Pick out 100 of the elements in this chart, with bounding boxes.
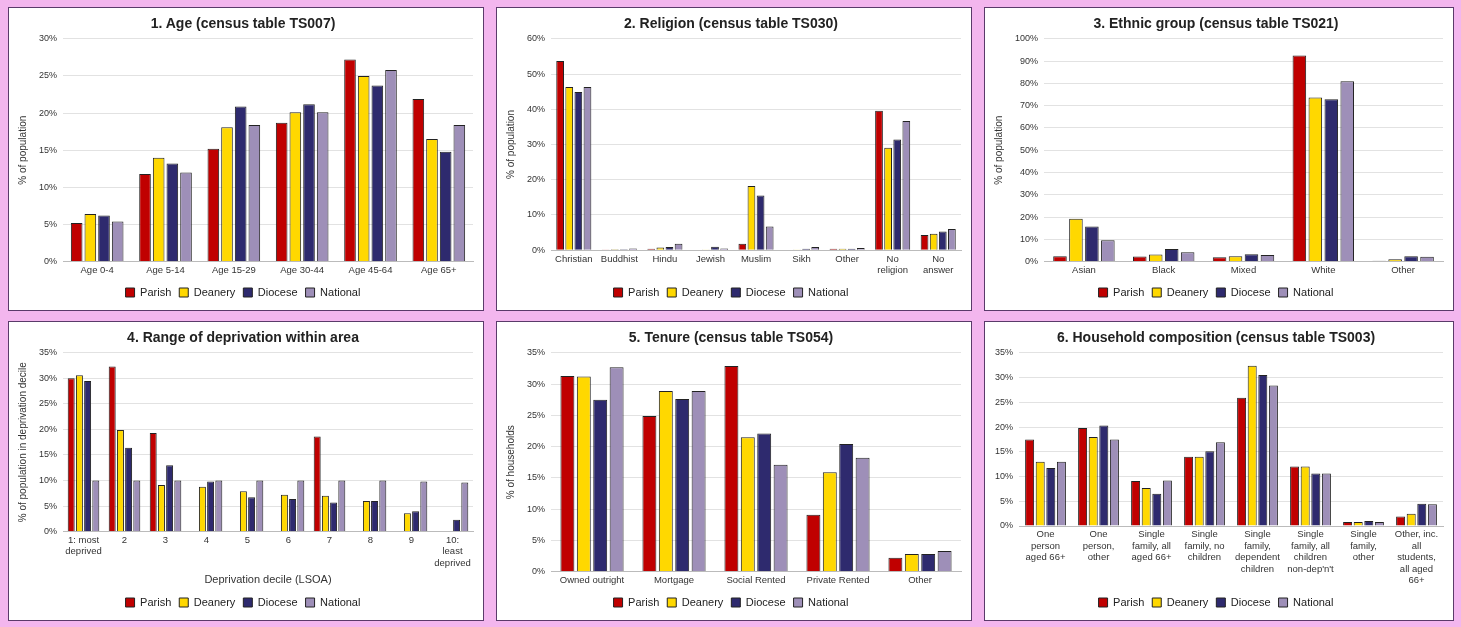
y-tick-label: 100% (1014, 33, 1039, 44)
legend-label: Deanery (193, 285, 236, 298)
legend-label: Parish (1113, 285, 1145, 298)
legend-label: Deanery (1166, 285, 1209, 298)
y-tick-label: 10% (527, 209, 546, 220)
y-tick-label: 30% (527, 378, 546, 389)
y-tick-label: 15% (527, 472, 546, 483)
y-tick-label: 5% (532, 534, 546, 545)
legend-label: National (1293, 285, 1334, 298)
legend-label: National (808, 285, 849, 298)
y-axis-title: % of population in deprivation decile (16, 361, 28, 523)
y-tick-label: 60% (1020, 122, 1039, 133)
y-tick-label: 0% (1000, 520, 1014, 531)
y-tick-label: 0% (532, 566, 546, 577)
y-tick-label: 5% (44, 500, 58, 511)
legend-label: Diocese (745, 595, 786, 608)
x-tick-label: Other (1391, 263, 1415, 275)
x-tick-label: 6 (285, 533, 292, 545)
y-tick-label: 30% (39, 372, 58, 383)
y-tick-label: 10% (39, 475, 58, 485)
x-tick-label: Age 0-4 (80, 263, 114, 275)
y-tick-label: 20% (1020, 211, 1039, 222)
legend-label: Parish (140, 595, 172, 608)
y-tick-label: 5% (44, 218, 58, 229)
x-tick-label: 1: most deprived (65, 533, 102, 557)
y-tick-label: 40% (1020, 166, 1039, 177)
chart-title: 2. Religion (census table TS030) (624, 15, 838, 32)
y-axis-title: % of households (504, 425, 516, 500)
legend-label: Deanery (681, 595, 724, 608)
legend-label: Parish (1113, 595, 1145, 608)
y-tick-label: 15% (39, 144, 58, 155)
y-tick-label: 10% (39, 181, 58, 192)
chart-title: 4. Range of deprivation within area (127, 329, 360, 346)
x-tick-label: 2 (121, 533, 128, 545)
y-tick-label: 90% (1020, 55, 1039, 66)
legend-label: Deanery (1166, 595, 1209, 608)
x-tick-label: Age 45-64 (348, 263, 393, 275)
x-tick-label: One person aged 66+ (1025, 528, 1066, 563)
legend-label: Parish (140, 285, 172, 298)
x-tick-label: 5 (244, 533, 251, 545)
x-tick-label: Age 65+ (421, 263, 458, 275)
y-tick-label: 20% (39, 107, 58, 118)
legend-label: Diocese (1230, 285, 1271, 298)
x-tick-label: Other (835, 252, 859, 264)
x-tick-label: White (1311, 263, 1336, 275)
x-axis-title: Deprivation decile (LSOA) (204, 573, 332, 586)
legend-label: National (320, 595, 361, 608)
x-tick-label: Single family, all aged 66+ (1131, 528, 1172, 563)
x-tick-label: Muslim (740, 252, 772, 264)
x-tick-label: 7 (326, 533, 333, 545)
y-tick-label: 15% (995, 446, 1014, 457)
chart-title: 6. Household composition (census table TS003) (1056, 329, 1376, 346)
y-tick-label: 5% (1000, 495, 1014, 506)
y-tick-label: 20% (527, 441, 546, 452)
x-tick-label: Hindu (652, 252, 678, 264)
y-tick-label: 40% (527, 103, 546, 114)
x-tick-label: Single family, other (1350, 528, 1377, 563)
y-tick-label: 0% (44, 256, 58, 267)
y-tick-label: 30% (1020, 189, 1039, 200)
legend-label: Diocese (745, 285, 786, 298)
legend-label: Diocese (1230, 595, 1271, 608)
y-tick-label: 0% (44, 526, 58, 537)
x-tick-label: Other (908, 573, 932, 585)
legend-label: Deanery (681, 285, 724, 298)
y-tick-label: 30% (39, 33, 58, 44)
x-tick-label: Black (1152, 263, 1176, 275)
chart-title: 5. Tenure (census table TS054) (628, 329, 834, 346)
chart-title: 1. Age (census table TS007) (150, 15, 336, 32)
y-tick-label: 25% (39, 70, 58, 81)
legend-label: National (1293, 595, 1334, 608)
x-tick-label: Mortgage (653, 573, 695, 585)
x-tick-label: Asian (1072, 263, 1096, 275)
x-tick-label: Mixed (1230, 263, 1257, 275)
y-tick-label: 70% (1020, 100, 1039, 111)
chart-title: 3. Ethnic group (census table TS021) (1093, 15, 1339, 32)
x-tick-label: Single family, all children non-dep'n't (1287, 528, 1335, 574)
y-tick-label: 10% (995, 471, 1014, 481)
y-tick-label: 25% (527, 409, 546, 420)
y-tick-label: 80% (1020, 77, 1039, 88)
x-tick-label: Christian (555, 252, 593, 264)
x-tick-label: 3 (162, 533, 169, 545)
legend-label: National (808, 595, 849, 608)
x-tick-label: Age 5-14 (146, 263, 185, 275)
legend-label: Diocese (257, 285, 298, 298)
x-tick-label: Other, inc. all students, all aged 66+ (1394, 528, 1439, 585)
y-tick-label: 50% (1020, 144, 1039, 155)
x-tick-label: 9 (408, 533, 415, 545)
y-axis-title: % of population (992, 115, 1004, 185)
legend-label: Deanery (193, 595, 236, 608)
x-tick-label: Age 30-44 (280, 263, 325, 275)
y-tick-label: 20% (527, 174, 546, 185)
x-tick-label: 8 (367, 533, 374, 545)
x-tick-label: Single family, no children (1184, 528, 1225, 563)
y-tick-label: 0% (532, 244, 546, 255)
y-tick-label: 25% (39, 398, 58, 409)
y-tick-label: 20% (995, 421, 1014, 432)
y-tick-label: 60% (527, 33, 546, 44)
x-tick-label: One person, other (1082, 528, 1115, 563)
y-axis-title: % of population (16, 115, 28, 185)
x-tick-label: Age 15-29 (211, 263, 256, 275)
